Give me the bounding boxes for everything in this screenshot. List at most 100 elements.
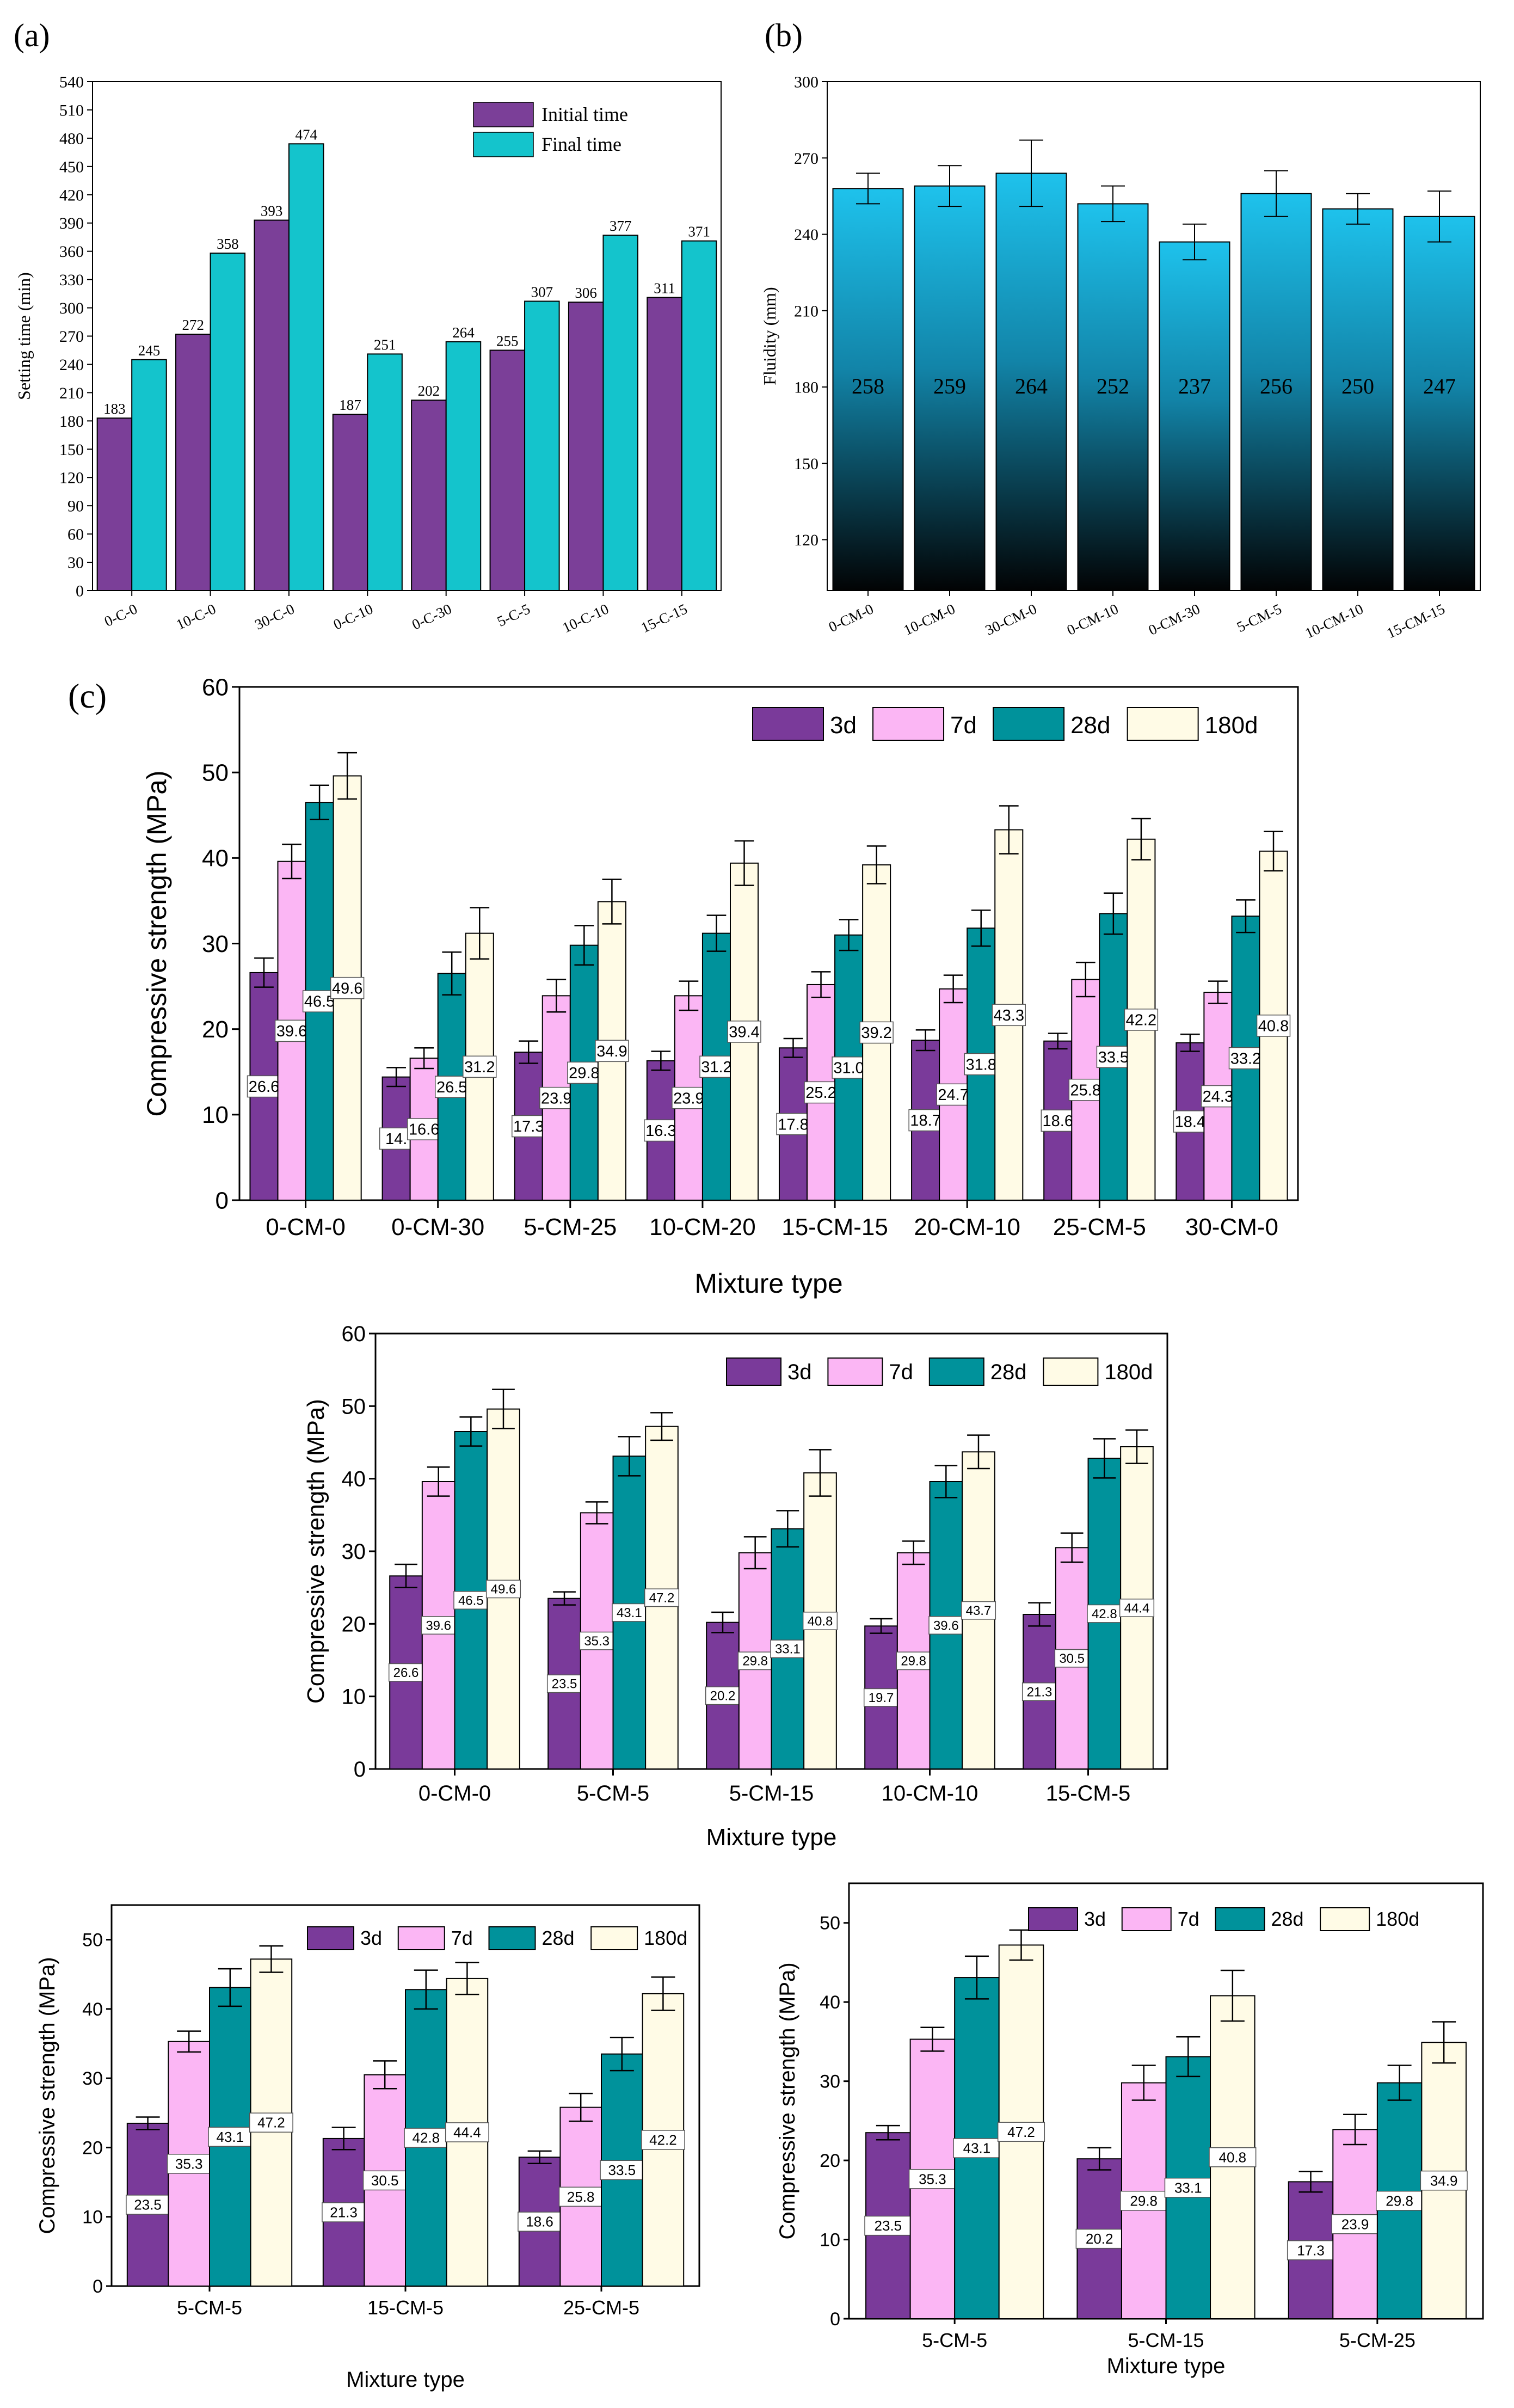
legend-swatch-3d [1028,1907,1078,1931]
data-label: 46.5 [458,1593,484,1608]
y-tick-label: 180 [59,413,84,431]
data-label: 18.6 [526,2214,553,2230]
data-label-box [1164,2177,1212,2198]
x-axis-label: Mixture type [346,2368,465,2392]
legend-swatch-initial-time [473,102,534,127]
bar [647,297,682,591]
data-label: 258 [852,374,884,398]
data-label-box [964,1053,998,1076]
y-tick-label: 30 [202,931,229,957]
data-label: 25.8 [1070,1082,1101,1099]
y-axis-label: Compressive strength (MPa) [303,1399,329,1704]
legend-label: Final time [541,133,621,155]
legend-label: 28d [542,1927,575,1949]
chart-c3: 0 10 20 30 40 50 Compressive strength (MPa) Mix… [35,1904,700,2392]
data-label: 255 [496,333,519,349]
data-label: 34.9 [596,1043,627,1060]
data-label: 264 [452,324,475,341]
y-axis-label: Compressive strength (MPa) [35,1957,59,2234]
data-label: 35.3 [175,2155,203,2172]
data-label: 259 [933,374,966,398]
x-tick-label: 15-CM-5 [1046,1782,1131,1805]
y-tick-label: 0 [93,2276,103,2297]
legend-label: 180d [1205,712,1258,739]
bar [568,302,604,591]
data-label: 307 [531,284,553,300]
data-label: 40.8 [1219,2149,1247,2165]
legend-swatch-28d [928,1357,984,1386]
data-label: 35.3 [919,2171,946,2187]
y-axis-label: Fluidity (mm) [760,287,779,385]
bar [1240,193,1312,591]
x-tick-label: 0-C-10 [331,600,376,633]
y-tick-label: 50 [82,1930,103,1951]
data-label: 183 [103,401,126,417]
legend-swatch-3d [726,1357,781,1386]
y-tick-label: 50 [820,1913,840,1934]
x-tick-label: 10-CM-10 [1303,600,1366,641]
legend-label: 180d [1104,1360,1153,1384]
bar [1159,241,1230,591]
data-label-box [992,1004,1026,1027]
y-tick-label: 20 [82,2137,103,2158]
data-label: 24.3 [1203,1088,1233,1105]
data-label: 18.7 [910,1112,940,1129]
bar [445,341,482,592]
chart-c1: (c) 0 10 20 30 40 50 60 Compressive strength (MP… [68,674,1299,1299]
x-tick-label: 5-CM-5 [577,1782,649,1805]
y-tick-label: 90 [67,497,84,515]
data-label: 24.7 [938,1086,968,1104]
data-label: 251 [374,336,396,353]
legend-swatch-final-time [473,132,534,157]
bar [1322,208,1394,591]
data-label: 247 [1423,374,1456,398]
x-tick-label: 0-CM-10 [1064,600,1121,638]
bar [254,219,290,591]
x-tick-label: 0-CM-30 [391,1214,484,1240]
y-tick-label: 20 [342,1612,366,1636]
y-tick-label: 360 [59,243,84,261]
y-tick-label: 40 [82,1999,103,2020]
y-tick-label: 20 [820,2151,840,2171]
y-tick-label: 120 [794,531,818,549]
bar [96,417,133,592]
data-label: 47.2 [257,2115,285,2131]
data-label: 33.5 [608,2162,636,2178]
y-tick-label: 300 [59,299,84,317]
legend-swatch-28d [993,707,1065,741]
legend-label: Initial time [541,103,628,125]
y-tick-label: 120 [59,469,84,487]
data-label: 31.0 [833,1060,864,1077]
bar [367,353,403,591]
legend-label: 3d [830,712,857,739]
legend-swatch-180d [1043,1357,1099,1386]
data-label: 44.4 [1124,1601,1150,1615]
x-tick-label: 5-C-5 [495,600,533,630]
x-tick-label: 25-CM-5 [1053,1214,1146,1240]
data-label: 29.8 [1130,2192,1158,2209]
y-tick-label: 390 [59,214,84,232]
data-label: 17.3 [513,1118,544,1135]
y-tick-label: 510 [59,101,84,119]
panel-label: (c) [68,677,107,715]
bar [489,349,526,591]
data-label-box [1331,2214,1379,2234]
x-tick-label: 0-C-0 [102,600,140,630]
data-label-box [1376,2190,1424,2211]
data-label: 39.4 [729,1024,759,1041]
data-label-box [936,1083,970,1106]
x-tick-label: 0-CM-0 [266,1214,346,1240]
data-label: 39.6 [276,1023,307,1040]
data-label-box [247,1075,281,1098]
data-label-box [802,1612,838,1630]
data-label-box [485,1580,521,1599]
y-axis-label: Compressive strength (MPa) [141,770,172,1116]
data-label-box [595,1040,629,1062]
data-label-box [445,2122,489,2142]
y-tick-label: 330 [59,271,84,289]
data-label: 371 [688,224,710,240]
data-label-box [1209,2147,1257,2167]
data-label: 202 [418,383,440,399]
data-label: 43.3 [994,1007,1024,1024]
data-label: 42.2 [1126,1012,1156,1029]
